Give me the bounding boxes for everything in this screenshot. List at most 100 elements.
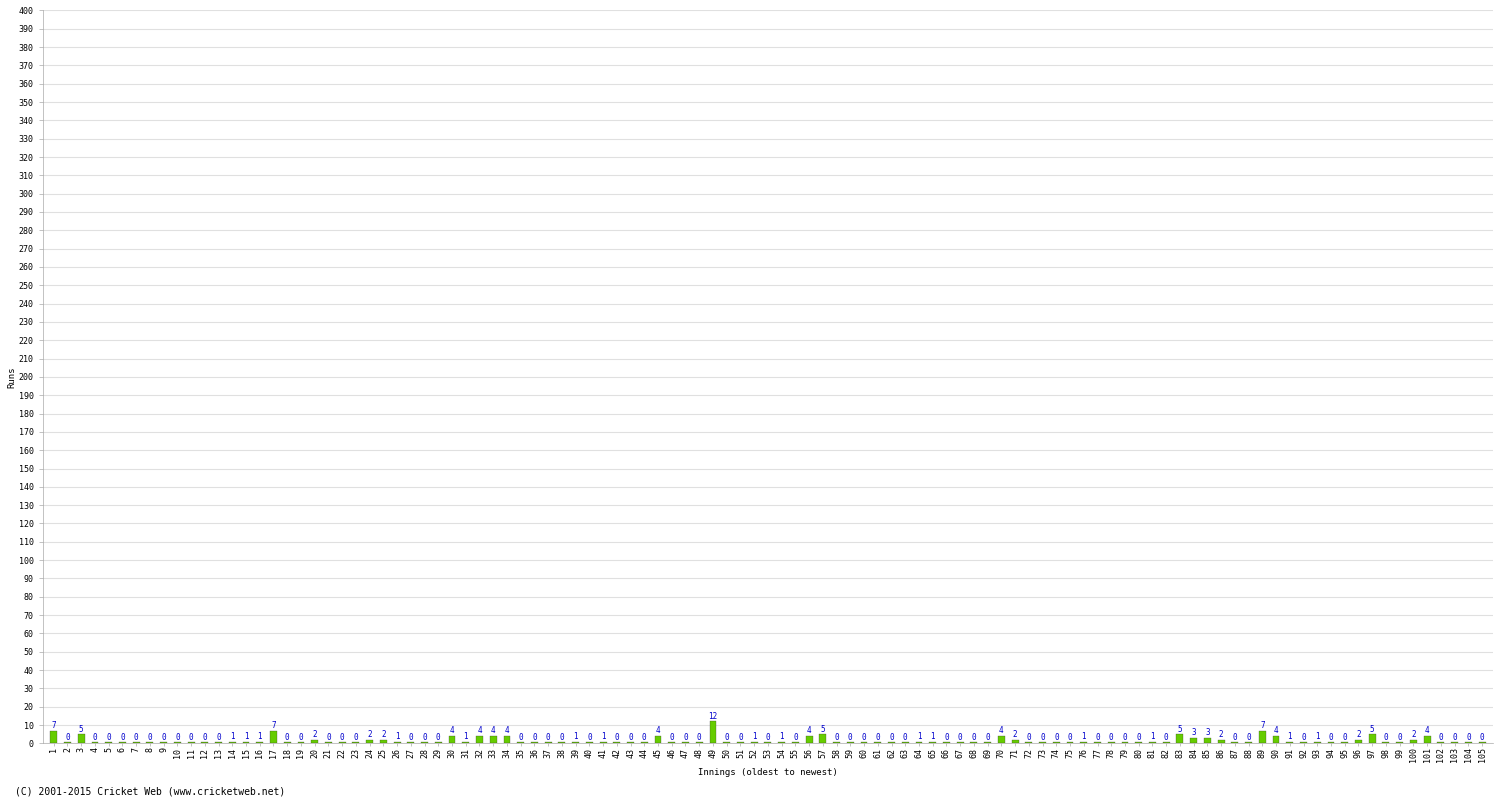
Bar [1450, 742, 1458, 743]
Text: 0: 0 [1300, 733, 1306, 742]
Text: 0: 0 [64, 733, 70, 742]
Text: 0: 0 [422, 733, 428, 742]
Bar [105, 742, 112, 743]
Text: 4: 4 [450, 726, 454, 735]
Bar [174, 742, 182, 743]
Bar [1053, 742, 1059, 743]
Text: 0: 0 [408, 733, 413, 742]
Text: 1: 1 [573, 732, 578, 741]
Bar [1466, 742, 1472, 743]
Bar [188, 742, 195, 743]
Text: 0: 0 [944, 733, 950, 742]
Text: 1: 1 [1082, 732, 1086, 741]
Bar [462, 742, 470, 743]
Text: 1: 1 [916, 732, 921, 741]
Bar [544, 742, 552, 743]
Bar [393, 742, 400, 743]
Bar [408, 742, 414, 743]
Bar [490, 736, 496, 743]
Text: 7: 7 [1260, 721, 1264, 730]
Bar [723, 742, 730, 743]
Bar [1162, 742, 1170, 743]
Text: 1: 1 [394, 732, 399, 741]
Bar [998, 736, 1005, 743]
Bar [1218, 740, 1224, 743]
Bar [682, 742, 688, 743]
Text: 1: 1 [243, 732, 249, 741]
Bar [448, 736, 456, 743]
Text: 0: 0 [765, 733, 770, 742]
Bar [1176, 734, 1184, 743]
Bar [147, 742, 153, 743]
Bar [1424, 736, 1431, 743]
Text: 0: 0 [147, 733, 152, 742]
Text: 0: 0 [93, 733, 98, 742]
Text: 2: 2 [1356, 730, 1360, 739]
Bar [422, 742, 428, 743]
Bar [352, 742, 360, 743]
Bar [504, 736, 510, 743]
Bar [51, 730, 57, 743]
Text: 1: 1 [930, 732, 934, 741]
Bar [1011, 740, 1019, 743]
Bar [326, 742, 332, 743]
Text: 0: 0 [1438, 733, 1443, 742]
Text: 0: 0 [586, 733, 591, 742]
Text: 5: 5 [821, 725, 825, 734]
Text: 1: 1 [752, 732, 756, 741]
Text: 5: 5 [80, 725, 84, 734]
Bar [874, 742, 880, 743]
Bar [669, 742, 675, 743]
Text: 4: 4 [490, 726, 495, 735]
Bar [243, 742, 249, 743]
Text: 0: 0 [120, 733, 124, 742]
Bar [1108, 742, 1114, 743]
Bar [92, 742, 99, 743]
Bar [1094, 742, 1101, 743]
Text: 0: 0 [615, 733, 620, 742]
Bar [230, 742, 236, 743]
Text: 3: 3 [1204, 728, 1209, 738]
Bar [957, 742, 963, 743]
Text: 0: 0 [628, 733, 633, 742]
Bar [1328, 742, 1335, 743]
Bar [435, 742, 441, 743]
Text: 0: 0 [354, 733, 358, 742]
Text: 0: 0 [958, 733, 963, 742]
Bar [586, 742, 592, 743]
Bar [710, 722, 717, 743]
Bar [78, 734, 84, 743]
Text: 1: 1 [258, 732, 262, 741]
Bar [736, 742, 744, 743]
Text: 2: 2 [1220, 730, 1224, 739]
Text: 0: 0 [1398, 733, 1402, 742]
Bar [214, 742, 222, 743]
Bar [1300, 742, 1306, 743]
Bar [1410, 740, 1418, 743]
Bar [1354, 740, 1362, 743]
Text: 0: 0 [1122, 733, 1128, 742]
Text: 1: 1 [464, 732, 468, 741]
Bar [1258, 730, 1266, 743]
Bar [640, 742, 648, 743]
Bar [1040, 742, 1046, 743]
Text: 0: 0 [189, 733, 194, 742]
Bar [531, 742, 538, 743]
Bar [476, 736, 483, 743]
Bar [118, 742, 126, 743]
Bar [1272, 736, 1280, 743]
Bar [1437, 742, 1444, 743]
Text: 0: 0 [1246, 733, 1251, 742]
Y-axis label: Runs: Runs [8, 366, 16, 388]
Text: 0: 0 [834, 733, 839, 742]
Text: 2: 2 [368, 730, 372, 739]
Text: 0: 0 [519, 733, 524, 742]
Text: 3: 3 [1191, 728, 1196, 738]
Text: 1: 1 [780, 732, 784, 741]
Text: 0: 0 [298, 733, 303, 742]
Text: 0: 0 [1054, 733, 1059, 742]
Text: 4: 4 [1274, 726, 1278, 735]
Bar [1314, 742, 1320, 743]
Bar [518, 742, 524, 743]
Text: 0: 0 [162, 733, 166, 742]
